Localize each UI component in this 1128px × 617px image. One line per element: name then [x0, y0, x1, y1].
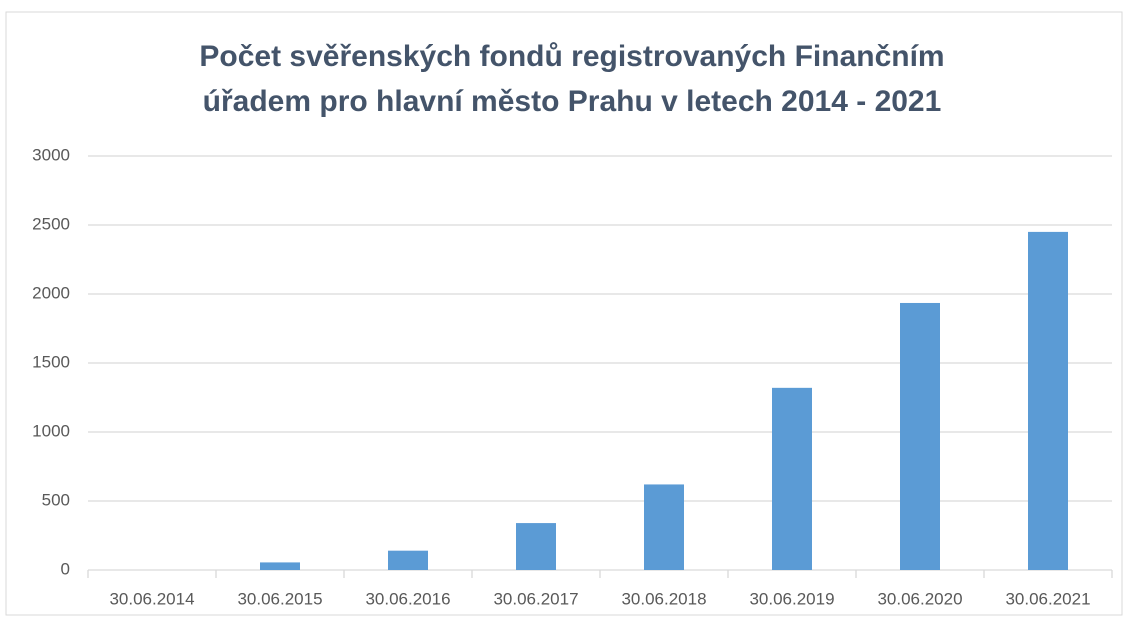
chart-title: Počet svěřenských fondů registrovaných F… — [199, 40, 944, 73]
y-tick-label: 1500 — [32, 352, 70, 371]
chart-title: úřadem pro hlavní město Prahu v letech 2… — [203, 85, 942, 118]
y-tick-label: 2000 — [32, 283, 70, 302]
bar — [644, 484, 684, 570]
y-tick-label: 1000 — [32, 421, 70, 440]
x-tick-label: 30.06.2020 — [877, 589, 962, 608]
y-tick-label: 3000 — [32, 145, 70, 164]
bar — [772, 387, 812, 570]
bar — [1028, 231, 1068, 570]
y-tick-label: 0 — [61, 559, 70, 578]
bar — [900, 302, 940, 570]
x-tick-label: 30.06.2016 — [365, 589, 450, 608]
bar — [516, 523, 556, 570]
chart-frame — [5, 11, 1123, 616]
x-tick-label: 30.06.2021 — [1005, 589, 1090, 608]
y-tick-label: 2500 — [32, 214, 70, 233]
y-tick-label: 500 — [42, 490, 70, 509]
x-tick-label: 30.06.2015 — [237, 589, 322, 608]
x-tick-label: 30.06.2014 — [109, 589, 194, 608]
x-tick-label: 30.06.2019 — [749, 589, 834, 608]
x-tick-label: 30.06.2018 — [621, 589, 706, 608]
x-tick-label: 30.06.2017 — [493, 589, 578, 608]
bar — [260, 562, 300, 570]
bar — [388, 550, 428, 570]
